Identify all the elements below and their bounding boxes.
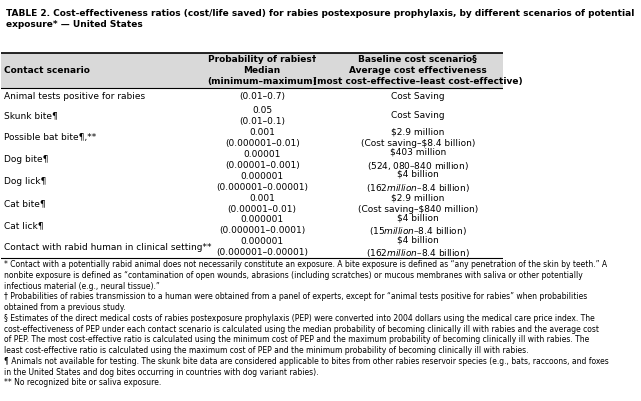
Text: * Contact with a potentially rabid animal does not necessarily constitute an exp: * Contact with a potentially rabid anima… [4,260,609,387]
Text: Probability of rabies†
Median
(minimum–maximum): Probability of rabies† Median (minimum–m… [208,55,317,86]
Text: $403 million
($524,080–$840 million): $403 million ($524,080–$840 million) [367,148,469,172]
FancyBboxPatch shape [1,192,503,215]
Text: 0.05
(0.01–0.1): 0.05 (0.01–0.1) [239,106,285,126]
Text: 0.001
(0.00001–0.01): 0.001 (0.00001–0.01) [228,194,297,214]
FancyBboxPatch shape [1,149,503,171]
Text: Dog lick¶: Dog lick¶ [4,177,46,186]
Text: Cat lick¶: Cat lick¶ [4,221,44,230]
Text: (0.01–0.7): (0.01–0.7) [239,92,285,101]
Text: $4 billion
($162 million–$8.4 billion): $4 billion ($162 million–$8.4 billion) [366,235,470,259]
FancyBboxPatch shape [1,53,503,88]
FancyBboxPatch shape [1,171,503,192]
Text: Baseline cost scenario§
Average cost effectiveness
(most cost-effective–least co: Baseline cost scenario§ Average cost eff… [313,55,522,86]
Text: $2.9 million
(Cost saving–$840 million): $2.9 million (Cost saving–$840 million) [358,194,478,214]
Text: Cat bite¶: Cat bite¶ [4,199,46,208]
Text: 0.00001
(0.00001–0.001): 0.00001 (0.00001–0.001) [225,150,299,170]
Text: Dog bite¶: Dog bite¶ [4,155,49,164]
FancyBboxPatch shape [1,127,503,149]
Text: Skunk bite¶: Skunk bite¶ [4,111,58,120]
Text: $4 billion
($15 million–$8.4 billion): $4 billion ($15 million–$8.4 billion) [369,214,467,237]
Text: Cost Saving: Cost Saving [391,111,445,120]
Text: Cost Saving: Cost Saving [391,92,445,101]
Text: Contact scenario: Contact scenario [4,66,90,75]
Text: $4 billion
($162 million–$8.4 billion): $4 billion ($162 million–$8.4 billion) [366,170,470,194]
FancyBboxPatch shape [1,105,503,127]
Text: 0.001
(0.000001–0.01): 0.001 (0.000001–0.01) [225,128,299,148]
Text: Animal tests positive for rabies: Animal tests positive for rabies [4,92,145,101]
Text: 0.000001
(0.000001–0.00001): 0.000001 (0.000001–0.00001) [216,237,308,257]
Text: 0.000001
(0.000001–0.00001): 0.000001 (0.000001–0.00001) [216,172,308,192]
Text: Possible bat bite¶,**: Possible bat bite¶,** [4,134,96,142]
FancyBboxPatch shape [1,88,503,105]
Text: TABLE 2. Cost-effectiveness ratios (cost/life saved) for rabies postexposure pro: TABLE 2. Cost-effectiveness ratios (cost… [6,9,635,29]
Text: $2.9 million
(Cost saving–$8.4 billion): $2.9 million (Cost saving–$8.4 billion) [361,128,475,148]
FancyBboxPatch shape [1,237,503,258]
Text: Contact with rabid human in clinical setting**: Contact with rabid human in clinical set… [4,243,212,252]
Text: 0.000001
(0.000001–0.0001): 0.000001 (0.000001–0.0001) [219,215,305,235]
FancyBboxPatch shape [1,215,503,237]
